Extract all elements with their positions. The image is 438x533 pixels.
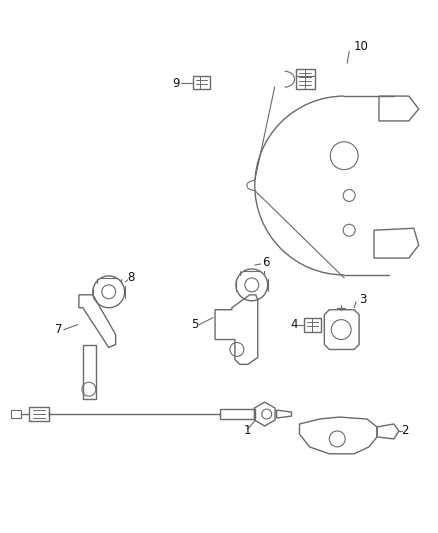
Text: 10: 10 xyxy=(354,40,369,53)
Text: 8: 8 xyxy=(127,271,135,285)
Text: 3: 3 xyxy=(359,293,367,306)
Text: 9: 9 xyxy=(173,77,180,90)
Text: 5: 5 xyxy=(191,318,198,331)
Text: 7: 7 xyxy=(56,323,63,336)
Text: 6: 6 xyxy=(262,255,269,269)
Text: 4: 4 xyxy=(290,318,297,331)
Text: 1: 1 xyxy=(244,424,251,438)
Text: 2: 2 xyxy=(401,424,408,438)
